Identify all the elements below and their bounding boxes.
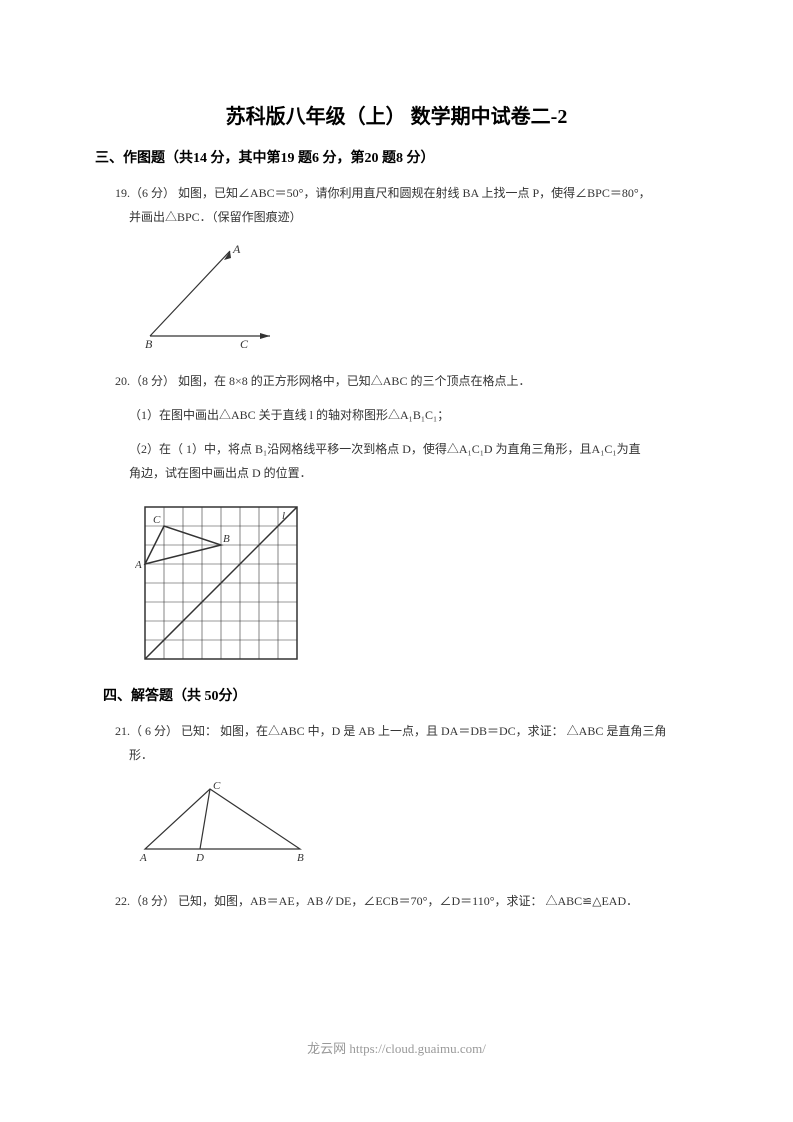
question-20: 20.（8 分） 如图，在 8×8 的正方形网格中，已知△ABC 的三个顶点在格… — [95, 369, 698, 393]
q19-line2: 并画出△BPC．（保留作图痕迹） — [115, 205, 698, 229]
section-4-header: 四、解答题（共 50分） — [95, 685, 698, 705]
page-title: 苏科版八年级（上） 数学期中试卷二-2 — [95, 100, 698, 129]
question-21: 21.（ 6 分） 已知： 如图，在△ABC 中，D 是 AB 上一点，且 DA… — [95, 719, 698, 767]
q20-part2b: 角边，试在图中画出点 D 的位置． — [129, 466, 312, 480]
q20-part2a: （2）在（ 1）中，将点 B₁沿网格线平移一次到格点 D，使得△A₁C₁D 为直… — [129, 442, 641, 456]
label-B: B — [145, 337, 153, 351]
q20-part2: （2）在（ 1）中，将点 B₁沿网格线平移一次到格点 D，使得△A₁C₁D 为直… — [95, 437, 698, 485]
q21-figure: A D B C — [95, 779, 698, 864]
tri-label-B: B — [297, 852, 304, 864]
q20-part1: （1）在图中画出△ABC 关于直线 l 的轴对称图形△A₁B₁C₁； — [95, 403, 698, 427]
tri-label-A: A — [139, 852, 147, 864]
question-19: 19.（6 分） 如图，已知∠ABC＝50°，请你利用直尺和圆规在射线 BA 上… — [95, 181, 698, 229]
question-22: 22.（8 分） 已知，如图，AB＝AE，AB∥DE，∠ECB＝70°，∠D＝1… — [95, 889, 698, 913]
tri-label-D: D — [195, 852, 204, 864]
label-A: A — [232, 242, 241, 256]
tri-label-C: C — [213, 780, 221, 792]
q19-line1: 19.（6 分） 如图，已知∠ABC＝50°，请你利用直尺和圆规在射线 BA 上… — [115, 186, 651, 200]
q21-line2: 形． — [115, 743, 698, 767]
q21-line1: 21.（ 6 分） 已知： 如图，在△ABC 中，D 是 AB 上一点，且 DA… — [115, 724, 666, 738]
q20-line1: 20.（8 分） 如图，在 8×8 的正方形网格中，已知△ABC 的三个顶点在格… — [115, 374, 530, 388]
q19-figure: A B C — [95, 241, 698, 351]
q20-figure: A B C l — [95, 497, 698, 667]
q22-line1: 22.（8 分） 已知，如图，AB＝AE，AB∥DE，∠ECB＝70°，∠D＝1… — [115, 894, 638, 908]
section-3-header: 三、作图题（共14 分，其中第19 题6 分，第20 题8 分） — [95, 147, 698, 167]
grid-label-C: C — [153, 514, 161, 526]
grid-label-l: l — [282, 510, 285, 522]
grid-label-B: B — [223, 533, 230, 545]
page-footer: 龙云网 https://cloud.guaimu.com/ — [0, 1038, 793, 1057]
grid-label-A: A — [135, 559, 142, 571]
label-C: C — [240, 337, 249, 351]
